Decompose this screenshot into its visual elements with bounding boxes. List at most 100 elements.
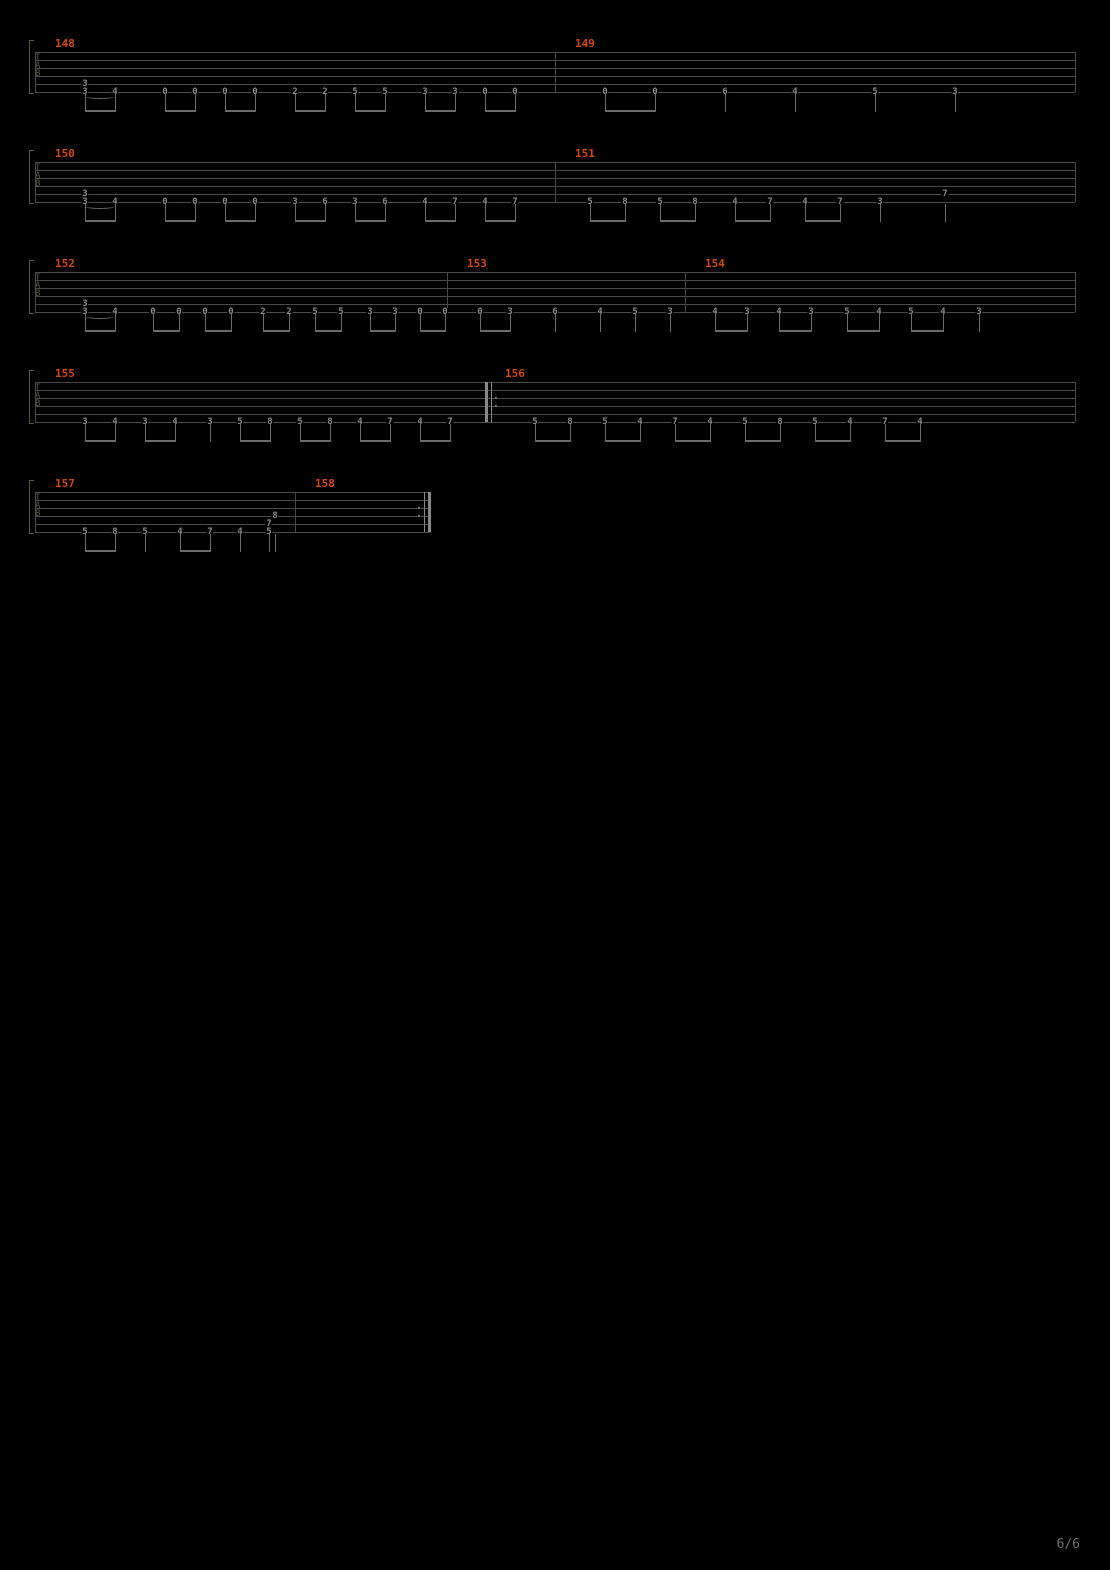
- staff-brace-icon: [29, 480, 34, 534]
- stem: [600, 314, 601, 332]
- stem: [275, 534, 276, 552]
- stem: [263, 314, 264, 332]
- stem: [510, 314, 511, 332]
- stem: [385, 204, 386, 222]
- stem: [625, 204, 626, 222]
- beam: [815, 440, 850, 442]
- tab-row: T A B15233400002255330015303645315443435…: [35, 260, 1075, 350]
- stem: [225, 204, 226, 222]
- tab-row: T A B148334000022553300149006453: [35, 40, 1075, 130]
- stem: [390, 424, 391, 442]
- string-line: [35, 398, 1075, 399]
- stem: [885, 424, 886, 442]
- stem: [115, 314, 116, 332]
- stem: [269, 534, 270, 552]
- beam: [295, 220, 325, 222]
- stem: [605, 94, 606, 112]
- stem: [640, 424, 641, 442]
- beam: [885, 440, 920, 442]
- barline: [555, 52, 556, 92]
- stem: [195, 94, 196, 112]
- repeat-dot-icon: [495, 405, 497, 407]
- measure-number: 157: [55, 477, 75, 490]
- beam: [300, 440, 330, 442]
- stem: [780, 424, 781, 442]
- beam: [370, 330, 395, 332]
- repeat-dot-icon: [418, 515, 420, 517]
- stem: [240, 424, 241, 442]
- string-line: [35, 508, 430, 509]
- stem: [255, 204, 256, 222]
- repeat-dot-icon: [495, 397, 497, 399]
- stem: [815, 424, 816, 442]
- stem: [450, 424, 451, 442]
- stem: [210, 534, 211, 552]
- stem: [240, 534, 241, 552]
- stem: [955, 94, 956, 112]
- stem: [300, 424, 301, 442]
- string-line: [35, 288, 1075, 289]
- string-line: [35, 516, 430, 517]
- measure-number: 156: [505, 367, 525, 380]
- stem: [195, 204, 196, 222]
- stem: [635, 314, 636, 332]
- beam: [590, 220, 625, 222]
- beam: [480, 330, 510, 332]
- stem: [555, 314, 556, 332]
- barline: [685, 272, 686, 312]
- beam: [660, 220, 695, 222]
- stem: [945, 204, 946, 222]
- string-line: [35, 304, 1075, 305]
- stem: [295, 94, 296, 112]
- stem: [330, 424, 331, 442]
- beam: [420, 330, 445, 332]
- string-line: [35, 280, 1075, 281]
- stem: [165, 94, 166, 112]
- beam: [295, 110, 325, 112]
- fret-number: 7: [941, 190, 948, 198]
- stem: [943, 314, 944, 332]
- beam: [805, 220, 840, 222]
- stem: [795, 94, 796, 112]
- barline: [35, 52, 36, 92]
- beam: [180, 550, 210, 552]
- stem: [455, 204, 456, 222]
- stem: [605, 424, 606, 442]
- beam: [153, 330, 179, 332]
- stem: [735, 204, 736, 222]
- barline: [1075, 52, 1076, 92]
- stem: [420, 424, 421, 442]
- repeat-dot-icon: [418, 507, 420, 509]
- stem: [153, 314, 154, 332]
- beam: [745, 440, 780, 442]
- beam: [485, 110, 515, 112]
- stem: [115, 424, 116, 442]
- stem: [341, 314, 342, 332]
- stem: [747, 314, 748, 332]
- string-line: [35, 406, 1075, 407]
- stem: [85, 424, 86, 442]
- beam: [485, 220, 515, 222]
- stem: [425, 94, 426, 112]
- stem: [165, 204, 166, 222]
- string-line: [35, 390, 1075, 391]
- repeat-start-icon: [485, 382, 492, 422]
- stem: [325, 94, 326, 112]
- stem: [445, 314, 446, 332]
- tab-row: T A B157585474751588: [35, 480, 430, 570]
- stem: [270, 424, 271, 442]
- beam: [911, 330, 943, 332]
- tie-icon: [85, 314, 115, 319]
- stem: [255, 94, 256, 112]
- barline: [1075, 382, 1076, 422]
- stem: [145, 424, 146, 442]
- stem: [180, 534, 181, 552]
- stem: [875, 94, 876, 112]
- measure-number: 151: [575, 147, 595, 160]
- beam: [263, 330, 289, 332]
- string-line: [35, 414, 1075, 415]
- stem: [145, 534, 146, 552]
- measure-number: 154: [705, 257, 725, 270]
- stem: [385, 94, 386, 112]
- beam: [85, 550, 115, 552]
